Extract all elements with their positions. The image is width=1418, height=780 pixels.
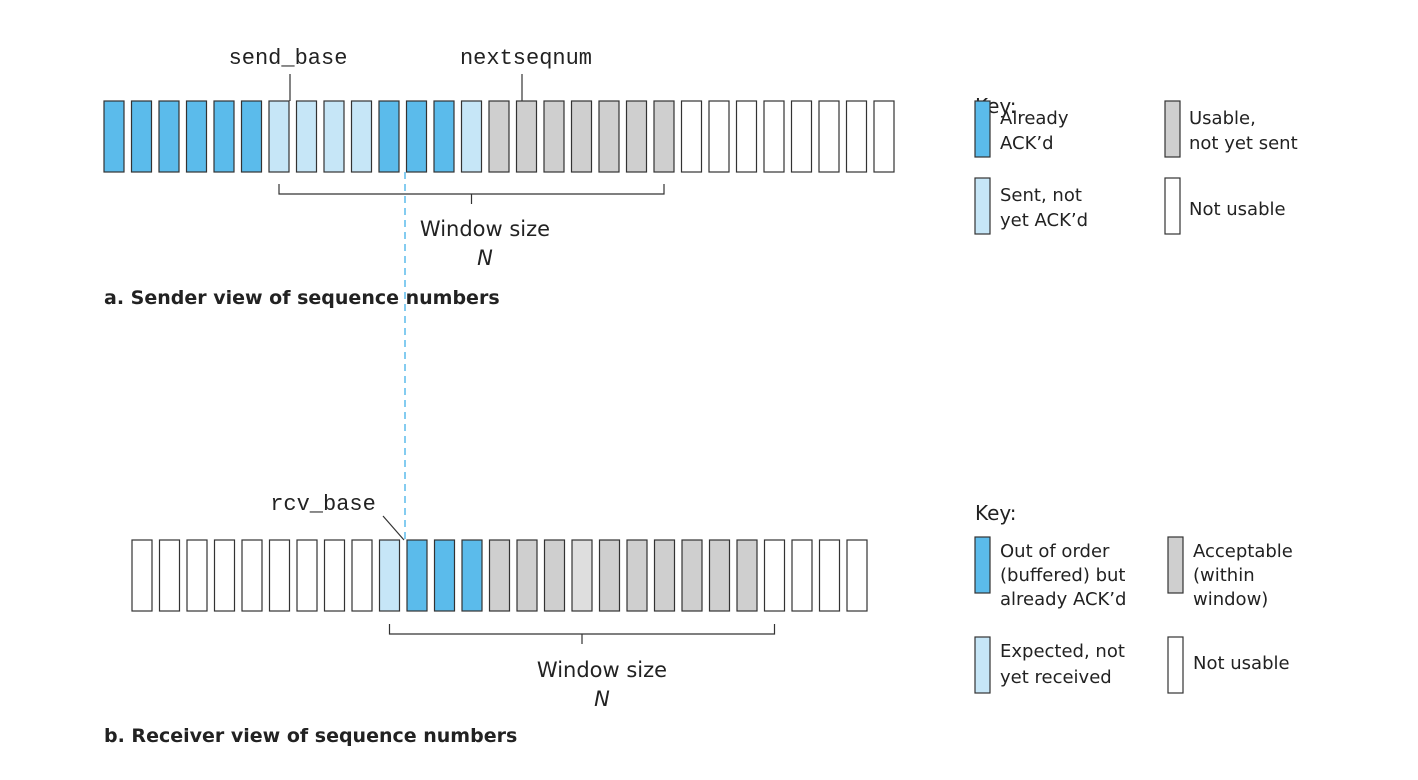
sender-cell-acked <box>405 100 428 173</box>
receiver-cell-acked <box>406 539 428 612</box>
key-swatch-not-usable <box>1164 177 1181 235</box>
receiver-cell-acked <box>433 539 456 612</box>
sender-cell-acked <box>378 100 400 173</box>
sender-cell-empty <box>680 100 703 173</box>
sender-window-bracket <box>278 184 665 204</box>
receiver-cell-usable <box>598 539 621 612</box>
receiver-cell-empty <box>763 539 786 612</box>
sender-key: Key: Already ACK’d Usable, not yet sent … <box>974 94 1298 235</box>
key-swatch-already-acked <box>974 100 991 158</box>
sender-sequence-cells <box>103 100 895 173</box>
rcv-base-label: rcv_base <box>270 492 376 517</box>
receiver-cell-empty <box>296 539 318 612</box>
receiver-window-label: Window size <box>537 658 667 682</box>
sender-cell-sent <box>460 100 483 173</box>
key-label-expected-2: yet received <box>1000 667 1112 688</box>
key-label-receiver-not-usable: Not usable <box>1193 653 1290 674</box>
key-swatch-expected <box>974 636 991 694</box>
receiver-cell-usable <box>488 539 511 612</box>
receiver-cell-empty <box>268 539 291 612</box>
receiver-cell-usable <box>626 539 648 612</box>
sender-cell-usable <box>543 100 565 173</box>
sender-cell-usable <box>598 100 620 173</box>
sender-cell-sent <box>350 100 373 173</box>
receiver-cell-empty <box>791 539 813 612</box>
receiver-window-bracket <box>388 624 776 644</box>
sender-cell-usable <box>625 100 648 173</box>
sender-window-variable: N <box>477 246 493 270</box>
sender-cell-acked <box>103 100 125 173</box>
receiver-cell-usable <box>543 539 566 612</box>
receiver-cell-usable <box>708 539 731 612</box>
receiver-key-title: Key: <box>975 501 1017 525</box>
key-label-acceptable-2: (within <box>1193 565 1255 586</box>
receiver-cell-empty <box>131 539 153 612</box>
receiver-cell-empty <box>158 539 181 612</box>
sender-cell-empty <box>763 100 785 173</box>
receiver-cell-usable <box>516 539 538 612</box>
key-label-already-acked-2: ACK’d <box>1000 133 1054 154</box>
key-label-acceptable-3: window) <box>1193 589 1268 610</box>
key-label-sent-not-acked-2: yet ACK’d <box>1000 210 1088 231</box>
key-label-already-acked-1: Already <box>1000 108 1069 129</box>
sender-cell-usable <box>488 100 510 173</box>
sender-cell-acked <box>240 100 263 173</box>
sender-cell-empty <box>818 100 840 173</box>
key-label-out-of-order-3: already ACK’d <box>1000 589 1126 610</box>
sender-cell-sent <box>295 100 318 173</box>
receiver-cell-empty <box>818 539 841 612</box>
sender-cell-empty <box>845 100 868 173</box>
key-label-usable-2: not yet sent <box>1189 133 1298 154</box>
receiver-cell-acked <box>461 539 483 612</box>
receiver-cell-usable <box>681 539 703 612</box>
key-swatch-receiver-not-usable <box>1167 636 1184 694</box>
key-swatch-out-of-order <box>974 536 991 594</box>
receiver-cell-empty <box>323 539 346 612</box>
receiver-window-variable: N <box>594 687 610 711</box>
sender-cell-acked <box>185 100 208 173</box>
sender-cell-acked <box>158 100 180 173</box>
receiver-cell-empty <box>351 539 373 612</box>
sender-cell-sent <box>323 100 345 173</box>
sender-cell-empty <box>790 100 813 173</box>
receiver-cell-usable_light <box>571 539 593 612</box>
key-swatch-usable <box>1164 100 1181 158</box>
key-label-acceptable-1: Acceptable <box>1193 541 1293 562</box>
receiver-key: Key: Out of order (buffered) but already… <box>974 501 1293 694</box>
receiver-caption: b. Receiver view of sequence numbers <box>104 725 517 747</box>
rcv-base-pointer <box>382 515 405 541</box>
key-label-not-usable: Not usable <box>1189 199 1286 220</box>
sender-cell-acked <box>433 100 455 173</box>
receiver-cell-empty <box>213 539 236 612</box>
receiver-cell-empty <box>241 539 263 612</box>
send-base-label: send_base <box>229 46 348 71</box>
sender-cell-acked <box>130 100 153 173</box>
sender-cell-usable <box>570 100 593 173</box>
sender-cell-empty <box>873 100 895 173</box>
sender-cell-acked <box>213 100 235 173</box>
key-label-out-of-order-1: Out of order <box>1000 541 1110 562</box>
sender-cell-usable <box>653 100 675 173</box>
sender-caption: a. Sender view of sequence numbers <box>104 287 500 309</box>
key-swatch-acceptable <box>1167 536 1184 594</box>
receiver-cell-usable <box>653 539 676 612</box>
key-label-sent-not-acked-1: Sent, not <box>1000 185 1082 206</box>
key-label-out-of-order-2: (buffered) but <box>1000 565 1125 586</box>
sender-cell-usable <box>515 100 538 173</box>
receiver-cell-sent <box>378 539 401 612</box>
receiver-sequence-cells <box>131 539 868 612</box>
receiver-cell-empty <box>186 539 208 612</box>
key-label-usable-1: Usable, <box>1189 108 1256 129</box>
nextseqnum-label: nextseqnum <box>460 46 592 71</box>
receiver-cell-usable <box>736 539 758 612</box>
sender-cell-sent <box>268 100 290 173</box>
sender-cell-empty <box>708 100 730 173</box>
sender-window-label: Window size <box>420 217 550 241</box>
sender-cell-empty <box>735 100 758 173</box>
key-label-expected-1: Expected, not <box>1000 641 1125 662</box>
receiver-cell-empty <box>846 539 868 612</box>
key-swatch-sent-not-acked <box>974 177 991 235</box>
